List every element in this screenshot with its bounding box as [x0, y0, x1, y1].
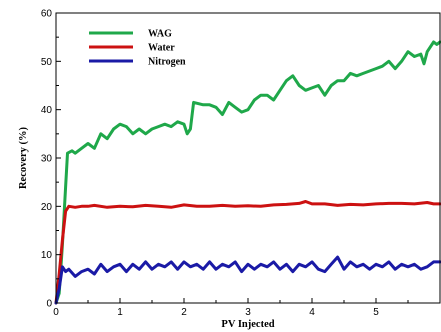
y-tick-label: 50	[41, 57, 53, 68]
x-tick-label: 2	[181, 307, 187, 318]
legend-label-wag: WAG	[148, 29, 172, 40]
y-axis-title: Recovery (%)	[18, 126, 29, 189]
series-line-nitrogen	[54, 255, 441, 305]
series-line-water	[54, 200, 441, 305]
x-tick-label: 5	[373, 307, 379, 318]
y-tick-label: 10	[41, 250, 53, 261]
y-tick-label: 40	[41, 105, 53, 116]
x-axis-title: PV Injected	[221, 319, 274, 330]
x-tick-label: 3	[245, 307, 251, 318]
y-tick-label: 60	[41, 9, 53, 20]
x-tick-label: 4	[309, 307, 315, 318]
y-tick-label: 20	[41, 202, 53, 213]
plot-lines	[54, 40, 441, 305]
legend-label-nitrogen: Nitrogen	[148, 57, 186, 68]
y-tick-label: 0	[46, 299, 52, 310]
series-line-wag	[54, 40, 441, 305]
plot-frame	[55, 12, 441, 304]
y-tick-label: 30	[41, 154, 53, 165]
legend-label-water: Water	[148, 43, 175, 54]
x-tick-label: 0	[53, 307, 59, 318]
x-tick-label: 1	[117, 307, 123, 318]
legend: WAG Water Nitrogen	[89, 29, 186, 68]
